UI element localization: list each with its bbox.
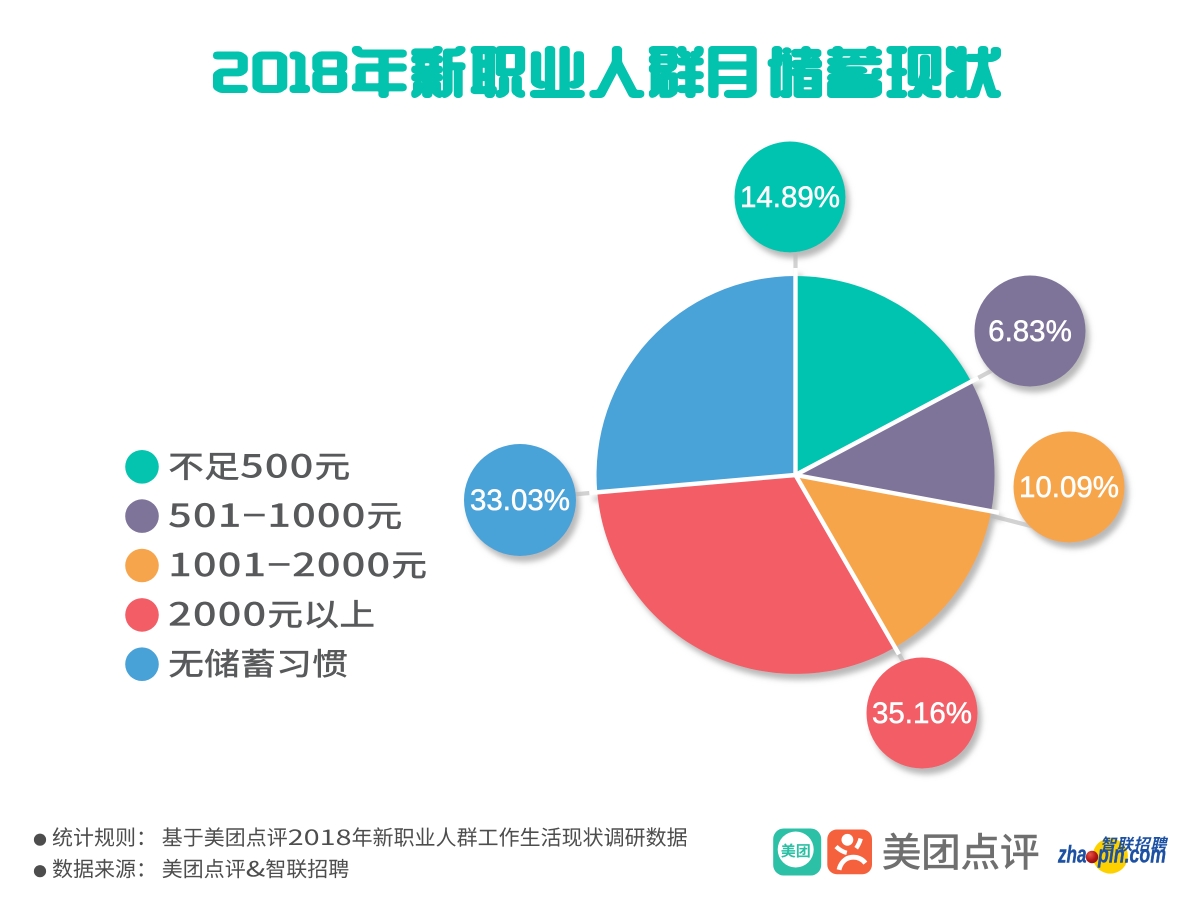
svg-text:6.83%: 6.83% xyxy=(988,315,1072,348)
svg-text:14.89%: 14.89% xyxy=(740,181,840,214)
svg-text:35.16%: 35.16% xyxy=(872,697,972,730)
svg-text:pin.com: pin.com xyxy=(1097,842,1166,869)
svg-text:zha: zha xyxy=(1057,842,1086,869)
svg-text:33.03%: 33.03% xyxy=(470,484,570,517)
svg-text:10.09%: 10.09% xyxy=(1019,471,1119,504)
